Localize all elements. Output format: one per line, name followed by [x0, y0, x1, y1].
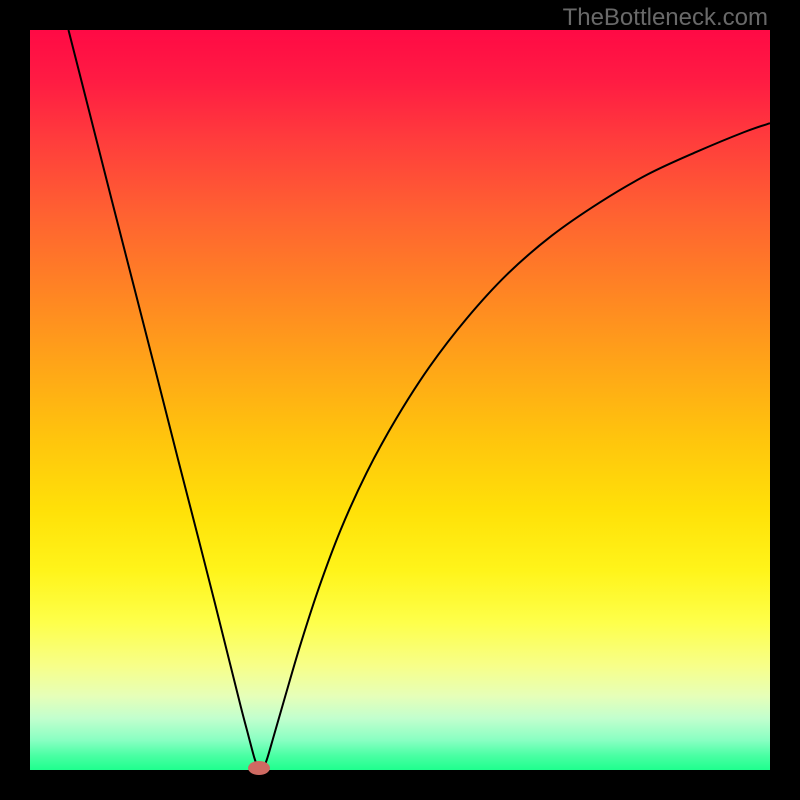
curve-layer — [30, 30, 770, 770]
chart-container: TheBottleneck.com — [0, 0, 800, 800]
plot-area — [30, 30, 770, 770]
watermark-text: TheBottleneck.com — [563, 4, 768, 32]
optimal-point-marker — [248, 761, 270, 775]
bottleneck-curve — [68, 30, 770, 770]
